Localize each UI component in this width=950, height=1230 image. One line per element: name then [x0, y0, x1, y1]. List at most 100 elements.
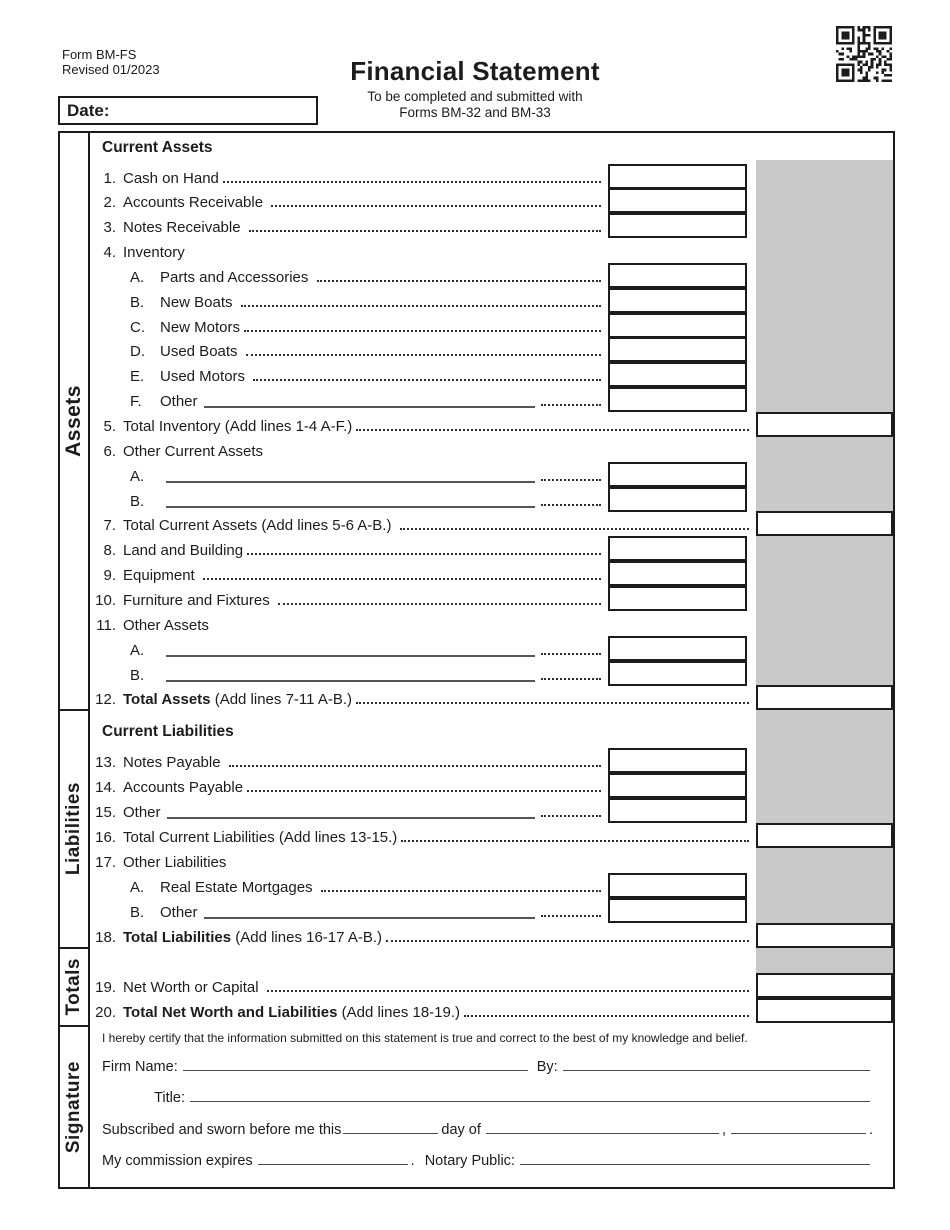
total-amount-box-19[interactable]: [756, 973, 893, 998]
row-number: 18.: [95, 929, 116, 946]
total-amount-box-18[interactable]: [756, 923, 893, 948]
liabilities-section-label: Liabilities: [63, 782, 84, 876]
row-label: Accounts Receivable: [123, 194, 268, 212]
row-number: 5.: [103, 418, 116, 435]
amount-box-A[interactable]: [608, 873, 747, 898]
row-label-bold: Total Liabilities: [123, 929, 232, 946]
current-assets-heading: Current Assets: [102, 139, 213, 156]
row-number: A.: [130, 268, 145, 286]
form-row-5: 5. Total Inventory (Add lines 1-4 A-F.): [92, 412, 752, 437]
form-row-2: 2. Accounts Receivable: [92, 188, 604, 213]
row-label: Other: [160, 904, 198, 921]
total-amount-box-12[interactable]: [756, 685, 893, 711]
amount-box-14[interactable]: [608, 773, 747, 798]
amount-box-9[interactable]: [608, 561, 747, 587]
amount-box-13[interactable]: [608, 748, 747, 773]
amount-box-C[interactable]: [608, 312, 747, 338]
amount-box-B[interactable]: [608, 287, 747, 313]
row-label-rest: (Add lines 7-11 A-B.): [210, 691, 352, 709]
write-in-line[interactable]: [166, 679, 535, 682]
amount-box-10[interactable]: [608, 585, 747, 611]
row-number: 13.: [95, 754, 116, 771]
amount-box-B[interactable]: [608, 486, 747, 512]
row-number: 12.: [95, 691, 116, 709]
total-amount-box-5[interactable]: [756, 412, 893, 437]
form-revision: Revised 01/2023: [62, 62, 160, 77]
title-line[interactable]: [190, 1101, 870, 1102]
amount-box-2[interactable]: [608, 188, 747, 214]
write-in-line[interactable]: [166, 480, 535, 483]
form-row-D: D. Used Boats: [92, 337, 604, 362]
form-row-E: E. Used Motors: [92, 362, 604, 387]
dotted-leader: [316, 279, 601, 282]
sworn-year-line[interactable]: [730, 1133, 866, 1134]
dotted-leader: [244, 329, 601, 332]
dotted-leader: [228, 765, 601, 767]
amount-box-F[interactable]: [608, 387, 747, 413]
page-subtitle-line2: Forms BM-32 and BM-33: [399, 105, 551, 120]
firm-name-line[interactable]: [182, 1070, 528, 1071]
write-in-line[interactable]: [203, 917, 535, 919]
row-number: 2.: [103, 194, 116, 212]
amount-box-3[interactable]: [608, 213, 747, 239]
total-amount-box-20[interactable]: [756, 998, 893, 1023]
dotted-leader: [401, 840, 749, 842]
form-row-20: 20. Total Net Worth and Liabilities (Add …: [92, 998, 752, 1023]
form-row-4: 4. Inventory: [92, 238, 604, 263]
row-label: Other Assets: [123, 616, 209, 634]
form-row-B: B.: [92, 661, 604, 686]
side-cell-totals: Totals: [60, 949, 90, 1027]
write-in-line[interactable]: [166, 654, 535, 657]
date-field[interactable]: Date:: [58, 96, 318, 125]
sworn-month-line[interactable]: [485, 1133, 719, 1134]
side-cell-assets: Assets: [60, 133, 90, 711]
amount-box-A[interactable]: [608, 262, 747, 288]
dotted-leader: [541, 677, 601, 680]
form-row-12: 12. Total Assets (Add lines 7-11 A-B.): [92, 685, 752, 710]
form-row-1: 1. Cash on Hand: [92, 164, 604, 189]
dotted-leader: [464, 1015, 749, 1017]
commission-date-line[interactable]: [257, 1164, 408, 1165]
row-number: B.: [130, 666, 145, 684]
amount-box-15[interactable]: [608, 798, 747, 823]
amount-box-A[interactable]: [608, 635, 747, 661]
row-number: A.: [130, 641, 145, 659]
amount-box-D[interactable]: [608, 337, 747, 363]
dotted-leader: [386, 940, 749, 942]
row-label: Used Boats: [160, 343, 242, 361]
by-line[interactable]: [562, 1070, 870, 1071]
write-in-line[interactable]: [166, 817, 535, 819]
form-row-15: 15. Other: [92, 798, 604, 823]
row-label: Inventory: [123, 244, 185, 262]
row-label-bold: Total Assets: [123, 691, 211, 709]
row-number: 15.: [95, 804, 116, 821]
amount-box-B[interactable]: [608, 660, 747, 686]
total-amount-box-16[interactable]: [756, 823, 893, 848]
amount-box-B[interactable]: [608, 898, 747, 923]
row-label-bold: Total Net Worth and Liabilities: [123, 1004, 338, 1021]
notary-line[interactable]: [519, 1164, 870, 1165]
form-row-8: 8. Land and Building: [92, 536, 604, 561]
form-row-11: 11. Other Assets: [92, 611, 604, 636]
page-title: Financial Statement: [350, 56, 600, 86]
form-row-A: A.: [92, 462, 604, 487]
sworn-period: .: [868, 1122, 873, 1138]
title-label: Title:: [154, 1090, 185, 1106]
form-row-7: 7. Total Current Assets (Add lines 5-6 A-…: [92, 511, 752, 536]
amount-box-8[interactable]: [608, 536, 747, 562]
form-row-18: 18. Total Liabilities (Add lines 16-17 A-…: [92, 923, 752, 948]
amount-box-1[interactable]: [608, 163, 747, 189]
write-in-line[interactable]: [203, 406, 535, 409]
row-label: Other Current Assets: [123, 442, 264, 460]
total-amount-box-7[interactable]: [756, 511, 893, 537]
row-label: New Boats: [160, 293, 237, 311]
firm-name-label: Firm Name:: [102, 1059, 178, 1075]
row-number: 10.: [95, 591, 116, 609]
write-in-line[interactable]: [166, 505, 535, 508]
amount-box-E[interactable]: [608, 362, 747, 388]
dotted-leader: [541, 652, 601, 655]
row-number: B.: [130, 904, 145, 921]
sworn-day-line[interactable]: [343, 1133, 439, 1134]
amount-box-A[interactable]: [608, 461, 747, 487]
row-label: Other: [123, 804, 161, 821]
